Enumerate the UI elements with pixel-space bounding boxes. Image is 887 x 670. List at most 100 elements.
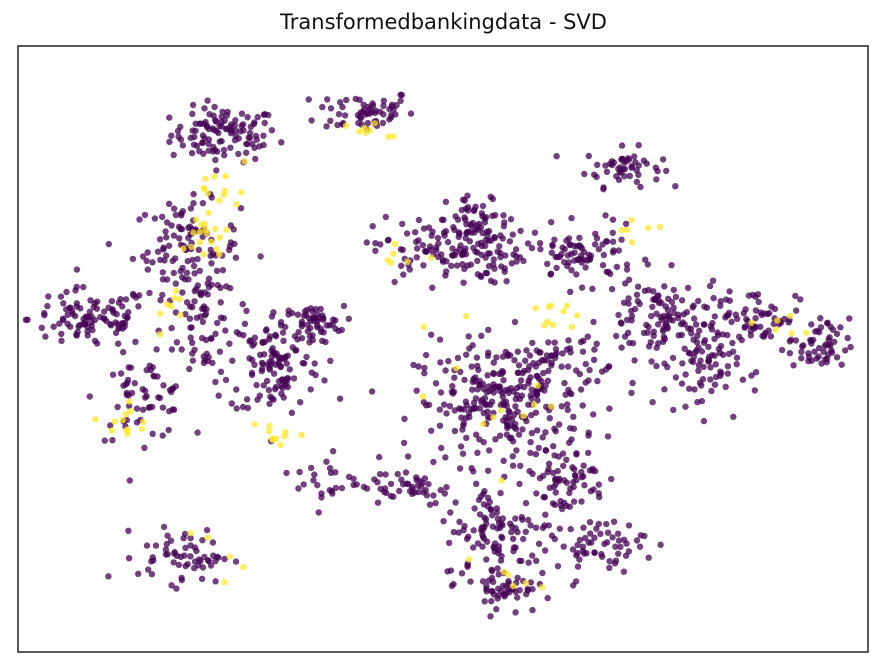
scatter-point-class-0 [497, 249, 504, 257]
scatter-point-class-0 [319, 103, 326, 111]
scatter-point-class-0 [670, 406, 677, 414]
scatter-point-class-0 [542, 447, 550, 454]
scatter-point-class-0 [372, 240, 379, 247]
scatter-point-class-0 [846, 315, 853, 322]
scatter-point-class-0 [616, 164, 624, 171]
scatter-point-class-0 [144, 249, 151, 256]
scatter-point-class-0 [523, 347, 530, 354]
scatter-point-class-0 [131, 380, 138, 387]
scatter-point-class-0 [587, 530, 594, 537]
scatter-point-class-0 [590, 318, 597, 326]
scatter-point-class-0 [377, 485, 384, 493]
scatter-point-class-0 [176, 235, 183, 242]
scatter-point-class-0 [72, 312, 79, 320]
scatter-point-class-0 [452, 213, 459, 220]
scatter-point-class-0 [541, 494, 549, 501]
scatter-point-class-0 [579, 402, 586, 409]
scatter-point-class-1 [277, 441, 284, 448]
scatter-point-class-0 [143, 257, 150, 265]
scatter-point-class-0 [120, 382, 127, 389]
scatter-point-class-0 [645, 554, 652, 561]
scatter-point-class-0 [197, 291, 205, 299]
scatter-point-class-0 [527, 392, 534, 399]
scatter-point-class-0 [573, 271, 580, 278]
scatter-point-class-0 [576, 536, 584, 544]
scatter-point-class-0 [294, 311, 302, 318]
scatter-point-class-0 [634, 283, 642, 290]
scatter-point-class-0 [838, 361, 845, 368]
scatter-point-class-0 [605, 363, 613, 370]
scatter-point-class-0 [199, 318, 207, 326]
scatter-point-class-0 [670, 309, 677, 317]
scatter-point-class-0 [300, 481, 307, 488]
scatter-point-class-1 [628, 239, 636, 246]
scatter-point-class-1 [803, 329, 810, 336]
scatter-point-class-0 [500, 212, 507, 219]
scatter-point-class-0 [649, 399, 656, 406]
scatter-point-class-0 [493, 606, 500, 613]
scatter-point-class-0 [181, 530, 189, 538]
scatter-point-class-1 [111, 418, 119, 425]
scatter-point-class-0 [209, 539, 217, 546]
scatter-point-class-1 [404, 258, 411, 265]
scatter-point-class-0 [512, 246, 520, 253]
scatter-point-class-0 [109, 371, 117, 378]
scatter-point-class-0 [228, 121, 235, 128]
scatter-point-class-0 [361, 106, 368, 113]
scatter-point-class-0 [566, 503, 573, 510]
scatter-point-class-1 [216, 197, 223, 204]
scatter-point-class-0 [183, 269, 191, 276]
scatter-point-class-0 [218, 119, 225, 126]
scatter-point-class-0 [570, 483, 577, 491]
scatter-point-class-0 [594, 161, 601, 168]
scatter-point-class-0 [445, 357, 452, 365]
scatter-point-class-0 [205, 136, 213, 143]
scatter-point-class-0 [590, 486, 597, 493]
scatter-point-class-1 [196, 228, 204, 236]
scatter-point-class-0 [310, 477, 317, 484]
scatter-point-class-1 [156, 331, 164, 338]
scatter-point-class-0 [168, 582, 175, 589]
scatter-point-class-0 [87, 297, 94, 304]
scatter-point-class-0 [377, 241, 384, 248]
scatter-point-class-0 [495, 549, 502, 557]
scatter-point-class-0 [403, 230, 411, 237]
scatter-point-class-0 [421, 364, 428, 372]
scatter-point-class-0 [385, 236, 392, 243]
scatter-point-class-0 [205, 557, 212, 564]
scatter-point-class-0 [532, 451, 540, 458]
scatter-point-class-1 [465, 556, 473, 563]
scatter-point-class-1 [201, 185, 208, 193]
scatter-point-class-0 [44, 302, 51, 310]
scatter-point-class-0 [326, 322, 333, 329]
scatter-point-class-0 [577, 386, 585, 393]
scatter-point-class-1 [92, 416, 99, 423]
scatter-point-class-0 [722, 296, 730, 303]
scatter-point-class-0 [524, 585, 531, 593]
scatter-point-class-0 [132, 294, 140, 301]
scatter-point-class-0 [401, 415, 408, 422]
scatter-point-class-0 [733, 354, 741, 361]
scatter-point-class-0 [57, 293, 65, 300]
scatter-point-class-0 [564, 401, 571, 408]
scatter-point-class-0 [168, 132, 175, 139]
scatter-point-class-0 [498, 587, 505, 595]
scatter-point-class-0 [380, 97, 388, 105]
scatter-point-class-0 [602, 162, 609, 169]
scatter-point-class-0 [595, 246, 603, 253]
scatter-point-class-0 [624, 329, 632, 336]
scatter-point-class-0 [496, 432, 504, 439]
scatter-point-class-0 [529, 606, 536, 614]
scatter-point-class-0 [712, 361, 719, 368]
scatter-point-class-0 [94, 298, 101, 305]
scatter-point-class-0 [603, 539, 611, 546]
scatter-point-class-0 [240, 332, 247, 339]
scatter-point-class-0 [232, 117, 239, 124]
scatter-point-class-0 [548, 249, 555, 256]
scatter-point-class-0 [527, 522, 534, 529]
scatter-point-class-0 [678, 380, 686, 387]
scatter-point-class-0 [483, 583, 490, 590]
scatter-point-class-0 [647, 339, 654, 346]
scatter-point-class-0 [581, 170, 588, 178]
scatter-point-class-0 [684, 284, 692, 292]
